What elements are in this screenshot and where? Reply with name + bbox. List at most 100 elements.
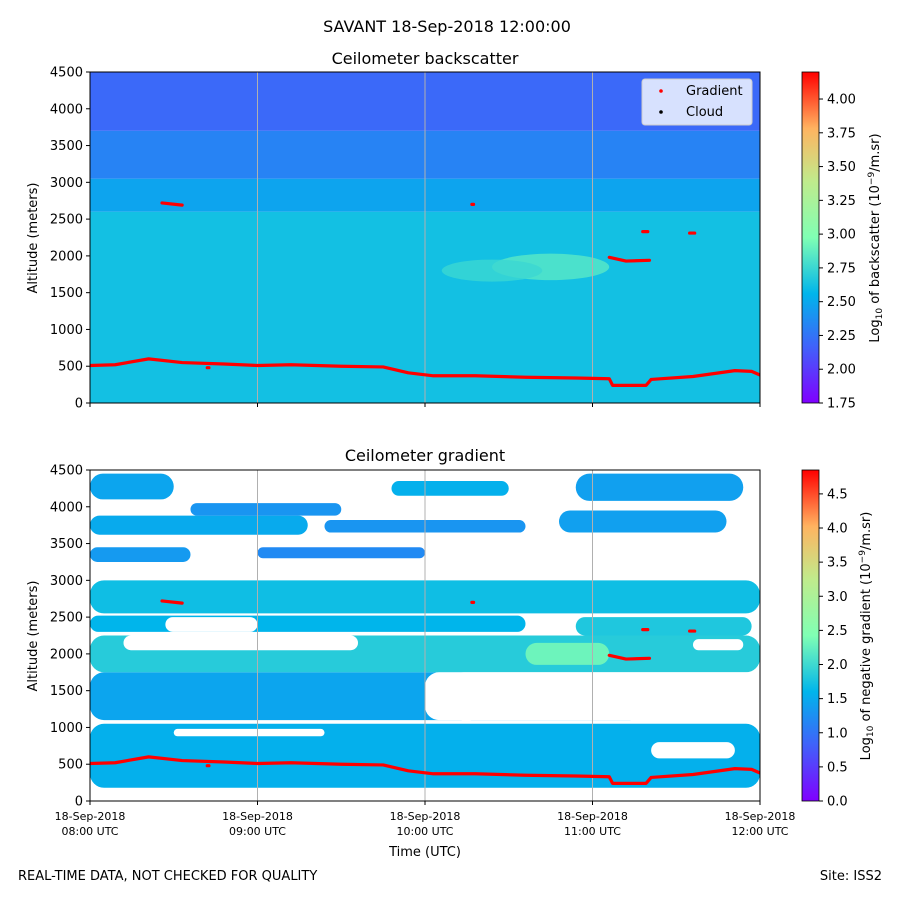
x-tick-label-date: 18-Sep-2018 [390,810,461,823]
y-tick-label: 1000 [50,721,83,736]
y-tick-label: 3500 [50,139,83,154]
colorbar-tick-label: 3.50 [827,160,856,175]
heat-gap [173,728,325,737]
heat-band [575,617,752,636]
colorbar-tick-label: 3.25 [827,194,856,209]
x-tick-label-date: 18-Sep-2018 [557,810,628,823]
legend-cloud-label: Cloud [686,105,723,120]
gradient-marker-series [607,255,652,263]
heat-band [575,473,744,501]
x-tick-label-date: 18-Sep-2018 [55,810,126,823]
x-tick-label-date: 18-Sep-2018 [725,810,796,823]
x-tick-label-date: 18-Sep-2018 [222,810,293,823]
gradient-colorbar-ticks: 0.0 0.5 1.0 1.5 2.0 2.5 3.0 3.5 4.0 4.5 [819,487,848,810]
x-tick-label-time: 12:00 UTC [731,825,788,838]
colorbar-tick-label: 3.00 [827,228,856,243]
y-tick-label: 4500 [50,66,83,81]
heat-gap [651,742,735,759]
backscatter-panel: Ceilometer backscatter 0 500 1000 1500 2000 2… [26,49,885,412]
colorbar-tick-label: 3.75 [827,126,856,141]
gradient-colorbar-label: Log10 of negative gradient (10−9/m.sr) [858,512,876,761]
y-tick-label: 500 [58,360,83,375]
figure-title: SAVANT 18-Sep-2018 12:00:00 [323,17,571,36]
backscatter-colorbar-ticks: 1.75 2.00 2.25 2.50 2.75 3.00 3.25 3.50 3.75 4.00 [819,93,856,412]
backscatter-gridlines [257,72,593,403]
x-tick-label-time: 09:00 UTC [229,825,286,838]
gradient-y-ticks: 0 500 1000 1500 2000 2500 3000 3500 4000 4500 [50,464,90,810]
gradient-marker-series [90,357,760,387]
heat-band [90,515,308,535]
heat-band [257,547,425,559]
y-tick-label: 0 [75,397,83,412]
gradient-marker-series [160,599,184,605]
backscatter-title: Ceilometer backscatter [332,49,519,68]
colorbar-tick-label: 2.75 [827,261,856,276]
gradient-ylabel: Altitude (meters) [26,581,41,692]
colorbar-tick-label: 3.0 [827,590,848,605]
x-tick-label-time: 10:00 UTC [396,825,453,838]
y-tick-label: 2500 [50,611,83,626]
heat-band [90,547,191,562]
gradient-title: Ceilometer gradient [345,446,505,465]
colorbar-tick-label: 2.5 [827,624,848,639]
backscatter-colorbar-label: Log10 of backscatter (10−9/m.sr) [867,133,885,342]
quality-note: REAL-TIME DATA, NOT CHECKED FOR QUALITY [18,869,318,884]
heat-band [525,642,610,665]
gradient-markers [90,599,760,785]
backscatter-ylabel: Altitude (meters) [26,183,41,294]
heat-band [190,503,342,516]
heat-gap [123,635,358,651]
site-label: Site: ISS2 [819,869,882,884]
gradient-xlabel: Time (UTC) [388,845,461,860]
heat-gap [693,639,744,651]
colorbar-tick-label: 0.0 [827,795,848,810]
legend-cloud-marker [659,110,663,114]
colorbar-tick-label: 3.5 [827,556,848,571]
y-tick-label: 2000 [50,647,83,662]
colorbar-tick-label: 1.0 [827,726,848,741]
backscatter-y-ticks: 0 500 1000 1500 2000 2500 3000 3500 4000 4500 [50,66,90,412]
y-tick-label: 1500 [50,286,83,301]
x-tick-label-time: 08:00 UTC [61,825,118,838]
gradient-colorbar-bar [801,469,820,802]
backscatter-legend[interactable]: Gradient Cloud [641,78,753,126]
backscatter-colorbar: 1.75 2.00 2.25 2.50 2.75 3.00 3.25 3.50 3.75 4.00… [801,71,885,412]
y-tick-label: 500 [58,758,83,773]
y-tick-label: 4000 [50,500,83,515]
colorbar-tick-label: 2.0 [827,658,848,673]
backscatter-colorbar-bar [801,71,820,404]
legend-gradient-marker [659,89,663,93]
colorbar-tick-label: 0.5 [827,760,848,775]
colorbar-tick-label: 1.5 [827,692,848,707]
backscatter-markers [90,201,760,387]
gradient-panel: Ceilometer gradient 0 500 1000 1500 2000 2500… [26,446,876,860]
gradient-marker-series [160,201,184,207]
heat-band [90,615,526,632]
gradient-colorbar: 0.0 0.5 1.0 1.5 2.0 2.5 3.0 3.5 4.0 4.5 Log10 of … [801,469,876,810]
heat-patch [441,259,543,282]
gradient-x-ticks: 18-Sep-2018 08:00 UTC 18-Sep-2018 09:00 UTC… [55,801,796,838]
colorbar-tick-label: 2.50 [827,295,856,310]
heat-band [391,481,509,496]
backscatter-x-ticks [89,403,761,407]
legend-gradient-label: Gradient [686,84,743,99]
heat-band [90,473,174,500]
heat-gap [165,617,258,632]
y-tick-label: 3000 [50,574,83,589]
gradient-marker-series [607,653,652,661]
colorbar-tick-label: 4.0 [827,522,848,537]
y-tick-label: 3000 [50,176,83,191]
y-tick-label: 3500 [50,537,83,552]
y-tick-label: 2000 [50,249,83,264]
heat-band [90,672,476,721]
y-tick-label: 0 [75,795,83,810]
colorbar-tick-label: 2.00 [827,363,856,378]
colorbar-tick-label: 1.75 [827,397,856,412]
colorbar-tick-label: 4.00 [827,93,856,108]
gradient-gridlines [257,470,593,801]
heat-band [559,510,727,533]
y-tick-label: 4000 [50,102,83,117]
x-tick-label-time: 11:00 UTC [564,825,621,838]
y-tick-label: 1000 [50,323,83,338]
